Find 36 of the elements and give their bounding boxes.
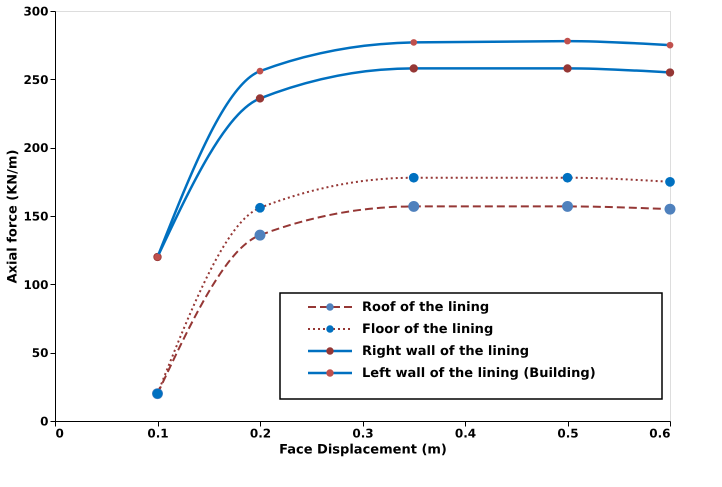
x-tick-label: 0.3 xyxy=(352,426,374,440)
x-tick-label: 0.6 xyxy=(649,426,670,440)
x-tick-label: 0 xyxy=(56,426,64,440)
y-axis-title: Axial force (KN/m) xyxy=(5,150,20,284)
y-tick-label: 300 xyxy=(23,4,48,18)
legend-label: Left wall of the lining (Building) xyxy=(362,366,596,381)
x-axis-title: Face Displacement (m) xyxy=(279,442,447,458)
point xyxy=(666,42,674,49)
point xyxy=(665,176,675,187)
point xyxy=(666,68,674,77)
point xyxy=(562,172,572,183)
x-tick-label: 0.2 xyxy=(250,426,272,440)
y-tick-label: 50 xyxy=(32,346,48,360)
point xyxy=(254,230,266,241)
point xyxy=(664,204,676,215)
point xyxy=(563,64,572,73)
point xyxy=(410,39,418,46)
point xyxy=(562,200,573,212)
point xyxy=(255,202,265,213)
x-tick-label: 0.4 xyxy=(454,426,476,440)
point xyxy=(410,64,418,73)
point xyxy=(408,200,420,212)
point xyxy=(256,68,264,74)
point xyxy=(408,172,419,183)
legend-label: Right wall of the lining xyxy=(362,344,530,359)
legend-label: Roof of the lining xyxy=(362,300,490,315)
y-tick-label: 100 xyxy=(23,278,48,292)
y-tick-label: 150 xyxy=(23,210,48,224)
y-tick-label: 0 xyxy=(40,414,48,428)
y-tick-label: 250 xyxy=(23,72,48,87)
y-tick-label: 200 xyxy=(23,141,48,156)
legend-label: Floor of the lining xyxy=(362,322,494,337)
x-tick-label: 0.5 xyxy=(557,426,579,440)
point xyxy=(256,94,264,103)
point xyxy=(564,38,571,44)
x-tick-label: 0.1 xyxy=(147,426,169,440)
